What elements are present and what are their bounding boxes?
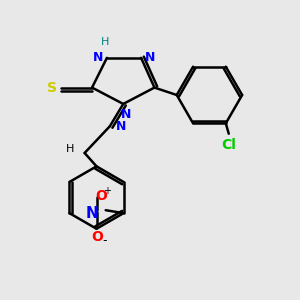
Text: Cl: Cl (221, 138, 236, 152)
Text: N: N (86, 206, 99, 221)
Text: H: H (101, 38, 110, 47)
Text: N: N (121, 108, 131, 122)
Text: N: N (145, 51, 155, 64)
Text: N: N (93, 51, 103, 64)
Text: H: H (66, 143, 74, 154)
Text: S: S (47, 81, 57, 94)
Text: N: N (116, 120, 126, 133)
Text: -: - (103, 234, 107, 247)
Text: O: O (91, 230, 103, 244)
Text: O: O (95, 189, 107, 203)
Text: +: + (103, 186, 111, 196)
